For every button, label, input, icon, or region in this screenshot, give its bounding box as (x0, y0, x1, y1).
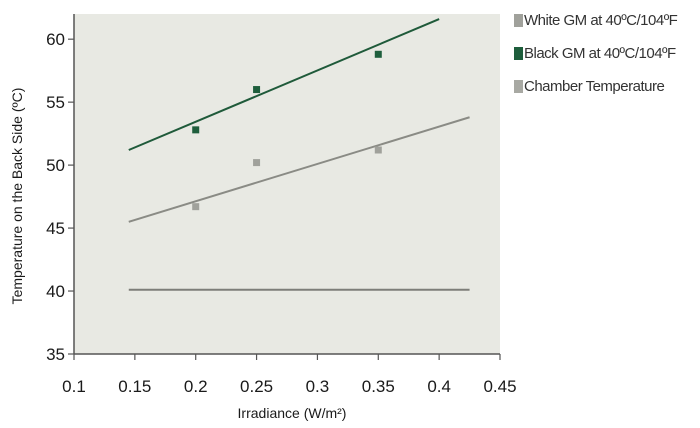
y-tick-label: 35 (46, 345, 65, 364)
legend-item: White GM at 40ºC/104ºF (514, 4, 700, 37)
x-tick-label: 0.1 (62, 377, 86, 396)
legend-item: Black GM at 40ºC/104ºF (514, 37, 700, 70)
x-tick-label: 0.3 (306, 377, 330, 396)
x-tick-label: 0.4 (427, 377, 451, 396)
x-tick-label: 0.2 (184, 377, 208, 396)
trend-lines (128, 18, 470, 291)
data-point (374, 50, 382, 58)
trend-line (128, 18, 440, 151)
legend: White GM at 40ºC/104ºF Black GM at 40ºC/1… (514, 4, 700, 103)
x-axis-title: Irradiance (W/m²) (238, 405, 347, 421)
x-tick-label: 0.45 (483, 377, 516, 396)
legend-swatch (514, 47, 523, 60)
y-tick-label: 45 (46, 219, 65, 238)
x-tick-label: 0.35 (362, 377, 395, 396)
plot-area (74, 14, 500, 354)
legend-swatch (514, 80, 523, 93)
data-point (192, 203, 200, 211)
legend-item: Chamber Temperature (514, 70, 700, 103)
x-tick-label: 0.25 (240, 377, 273, 396)
data-point (253, 86, 261, 94)
legend-label: Chamber Temperature (524, 78, 665, 95)
y-tick-label: 40 (46, 282, 65, 301)
y-tick-label: 60 (46, 30, 65, 49)
trend-line (128, 116, 470, 223)
y-tick-label: 50 (46, 156, 65, 175)
y-tick-label: 55 (46, 93, 65, 112)
axes: 35 40 45 50 55 60 0.1 0.15 0.2 0.25 0.3 0.35 0.4 0.45 (46, 14, 517, 396)
data-point (374, 146, 382, 154)
legend-swatch (514, 14, 523, 27)
y-axis-title: Temperature on the Back Side (ºC) (9, 88, 25, 305)
data-point (253, 159, 261, 167)
legend-label: White GM at 40ºC/104ºF (524, 12, 678, 29)
data-point (192, 126, 200, 134)
x-tick-label: 0.15 (118, 377, 151, 396)
data-points (192, 50, 382, 211)
legend-label: Black GM at 40ºC/104ºF (524, 45, 676, 62)
